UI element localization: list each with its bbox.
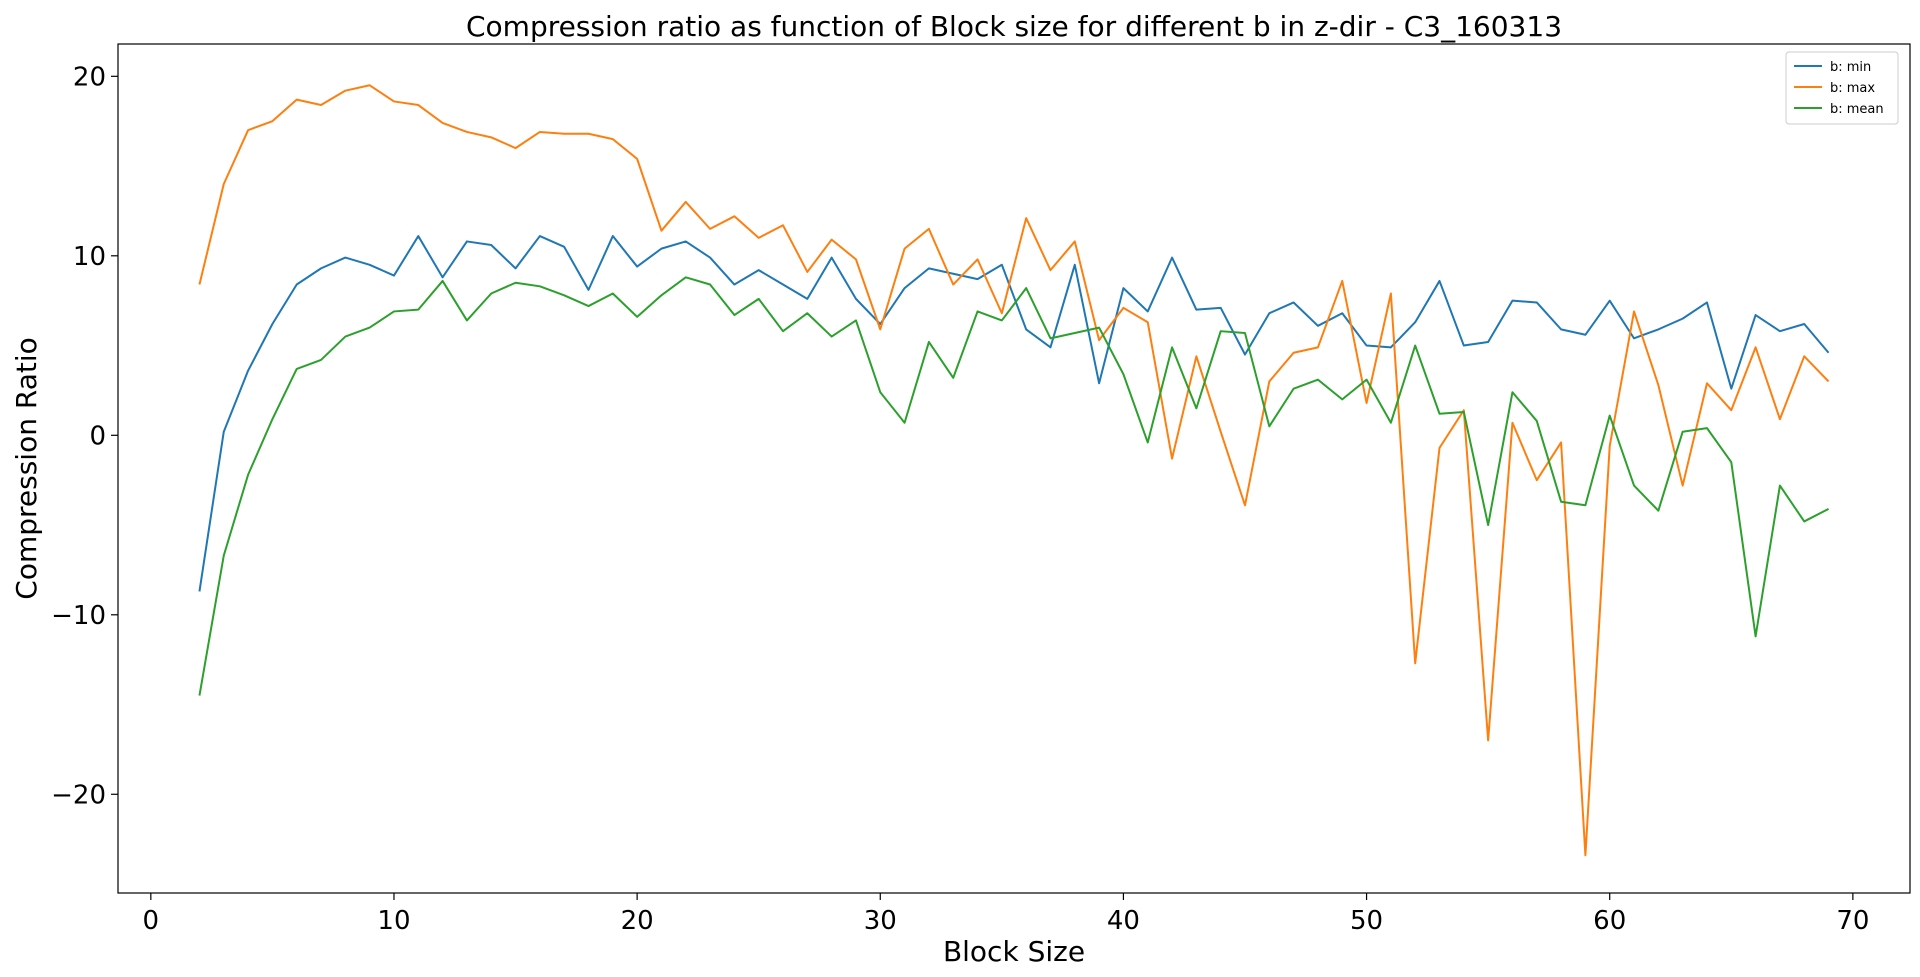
y-tick-label: −10 (51, 601, 106, 631)
series-line-b-mean (198, 276, 1830, 696)
x-tick-label: 50 (1350, 906, 1383, 936)
series-line-b-min (198, 235, 1830, 592)
y-tick-label: 0 (89, 421, 106, 451)
x-tick-label: 40 (1107, 906, 1140, 936)
series-layer (198, 84, 1830, 857)
y-tick-label: 20 (73, 62, 106, 92)
legend-box (1785, 51, 1899, 125)
x-tick-label: 60 (1593, 906, 1626, 936)
x-tick-label: 10 (377, 906, 410, 936)
y-axis: −20 −10 0 10 20 (51, 62, 118, 810)
x-tick-label: 70 (1836, 906, 1869, 936)
legend-label: b: mean (1830, 102, 1884, 117)
x-tick-label: 20 (621, 906, 654, 936)
legend: b: min b: max b: mean (1785, 51, 1899, 125)
legend-label: b: min (1830, 60, 1871, 75)
chart-title: Compression ratio as function of Block s… (466, 10, 1562, 43)
x-axis: 0 10 20 30 40 50 60 70 (143, 893, 1869, 936)
plot-frame (117, 43, 1911, 894)
y-axis-title: Compression Ratio (10, 337, 43, 599)
legend-label: b: max (1830, 81, 1875, 96)
y-tick-label: −20 (51, 780, 106, 810)
y-tick-label: 10 (73, 242, 106, 272)
x-tick-label: 0 (143, 906, 160, 936)
x-axis-title: Block Size (943, 935, 1085, 968)
x-tick-label: 30 (864, 906, 897, 936)
series-line-b-max (198, 84, 1830, 857)
